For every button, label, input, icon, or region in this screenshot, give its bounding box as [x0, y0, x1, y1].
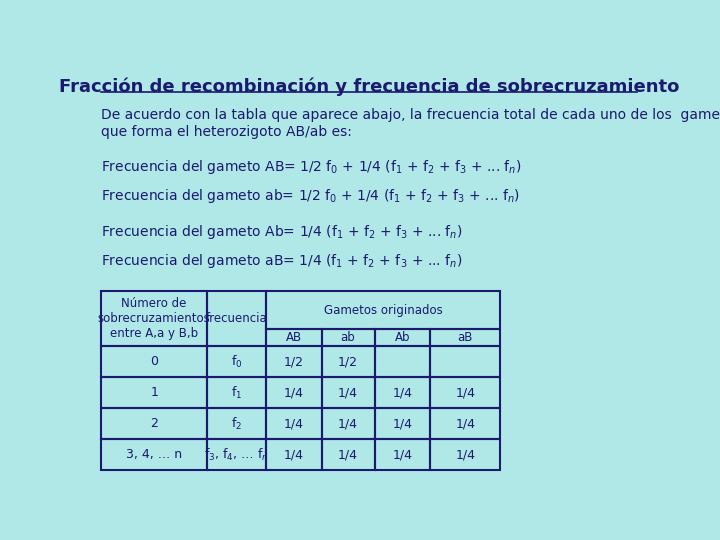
Text: 1/4: 1/4: [455, 417, 475, 430]
Bar: [207, 439, 266, 470]
Bar: [374, 408, 431, 439]
Bar: [266, 439, 322, 470]
Bar: [431, 439, 500, 470]
Text: 2: 2: [150, 417, 158, 430]
Text: AB: AB: [286, 331, 302, 344]
Text: 1/4: 1/4: [392, 386, 413, 399]
Text: 1/4: 1/4: [338, 386, 358, 399]
Text: Frecuencia del gameto AB= 1/2 f$_0$ + 1/4 (f$_1$ + f$_2$ + f$_3$ + ... f$_n$): Frecuencia del gameto AB= 1/2 f$_0$ + 1/…: [101, 158, 522, 177]
Text: 1/4: 1/4: [392, 448, 413, 461]
Bar: [207, 292, 266, 346]
Text: Gametos originados: Gametos originados: [323, 303, 442, 316]
Text: 1/4: 1/4: [284, 448, 304, 461]
Bar: [266, 329, 322, 346]
Bar: [207, 377, 266, 408]
Bar: [101, 439, 207, 470]
Bar: [207, 408, 266, 439]
Bar: [431, 377, 500, 408]
Text: 1/4: 1/4: [392, 417, 413, 430]
Bar: [374, 439, 431, 470]
Bar: [322, 408, 374, 439]
Bar: [322, 346, 374, 377]
Text: 1/4: 1/4: [284, 386, 304, 399]
Bar: [431, 408, 500, 439]
Text: 1: 1: [150, 386, 158, 399]
Text: 1/4: 1/4: [338, 448, 358, 461]
Bar: [374, 329, 431, 346]
Bar: [374, 377, 431, 408]
Bar: [431, 346, 500, 377]
Bar: [322, 329, 374, 346]
Text: frecuencia: frecuencia: [206, 312, 267, 326]
Bar: [431, 329, 500, 346]
Text: f$_0$: f$_0$: [230, 354, 242, 370]
Bar: [322, 377, 374, 408]
Bar: [374, 346, 431, 377]
Bar: [266, 408, 322, 439]
Text: Frecuencia del gameto ab= 1/2 f$_0$ + 1/4 (f$_1$ + f$_2$ + f$_3$ + ... f$_n$): Frecuencia del gameto ab= 1/2 f$_0$ + 1/…: [101, 187, 520, 205]
Text: 1/4: 1/4: [284, 417, 304, 430]
Text: f$_1$: f$_1$: [231, 384, 242, 401]
Bar: [101, 408, 207, 439]
Text: 3, 4, … n: 3, 4, … n: [126, 448, 182, 461]
Text: Número de
sobrecruzamientos
entre A,a y B,b: Número de sobrecruzamientos entre A,a y …: [98, 298, 210, 340]
Bar: [266, 346, 322, 377]
Text: Ab: Ab: [395, 331, 410, 344]
Text: 0: 0: [150, 355, 158, 368]
Text: 1/4: 1/4: [338, 417, 358, 430]
Text: f$_2$: f$_2$: [231, 416, 242, 432]
Bar: [101, 292, 207, 346]
Bar: [322, 439, 374, 470]
Text: aB: aB: [458, 331, 473, 344]
Text: Fracción de recombinación y frecuencia de sobrecruzamiento: Fracción de recombinación y frecuencia d…: [59, 77, 679, 96]
Text: Frecuencia del gameto aB= 1/4 (f$_1$ + f$_2$ + f$_3$ + ... f$_n$): Frecuencia del gameto aB= 1/4 (f$_1$ + f…: [101, 252, 463, 270]
Text: 1/2: 1/2: [284, 355, 304, 368]
Bar: [101, 346, 207, 377]
Bar: [266, 377, 322, 408]
Text: 1/2: 1/2: [338, 355, 358, 368]
Text: ab: ab: [341, 331, 356, 344]
Text: 1/4: 1/4: [455, 448, 475, 461]
Bar: [207, 346, 266, 377]
Text: Frecuencia del gameto Ab= 1/4 (f$_1$ + f$_2$ + f$_3$ + ... f$_n$): Frecuencia del gameto Ab= 1/4 (f$_1$ + f…: [101, 223, 463, 241]
Text: 1/4: 1/4: [455, 386, 475, 399]
Bar: [101, 377, 207, 408]
Bar: [266, 292, 500, 329]
Text: De acuerdo con la tabla que aparece abajo, la frecuencia total de cada uno de lo: De acuerdo con la tabla que aparece abaj…: [101, 109, 720, 139]
Text: f$_3$, f$_4$, … f$_n$: f$_3$, f$_4$, … f$_n$: [204, 447, 269, 463]
